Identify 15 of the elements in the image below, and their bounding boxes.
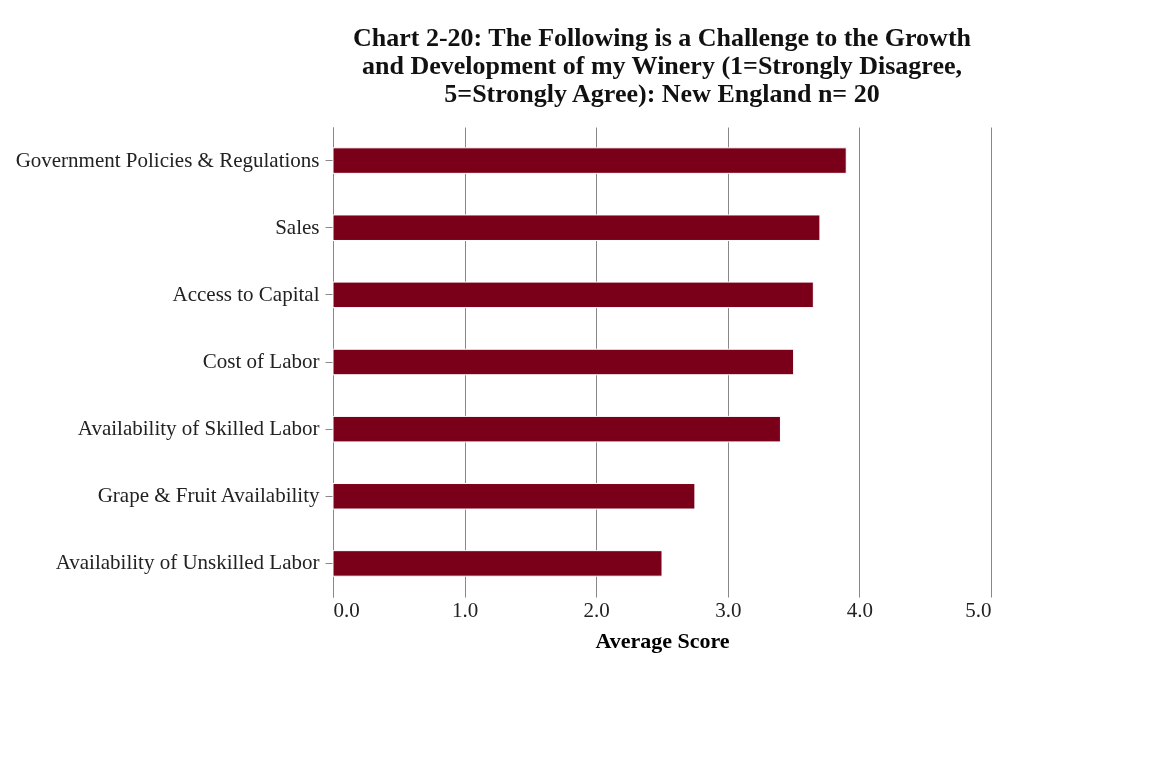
x-tick-label: 1.0 xyxy=(451,597,479,622)
x-tick-label: 4.0 xyxy=(846,597,874,622)
y-tick-label: Government Policies & Regulations xyxy=(15,147,320,172)
y-tick-label: Grape & Fruit Availability xyxy=(97,483,320,508)
chart-title: Chart 2-20: The Following is a Challenge to the Growth and Development of my Winery (1=Strongly Disagree, 5=Strongly Agree): New England n= 20 xyxy=(353,23,972,108)
y-tick-label: Availability of Unskilled Labor xyxy=(55,550,320,575)
x-axis-title: Average Score xyxy=(595,627,730,653)
x-tick-label: 0.0 xyxy=(333,597,360,622)
y-tick-label: Sales xyxy=(275,214,320,239)
y-tick-label: Availability of Skilled Labor xyxy=(77,416,320,441)
x-tick-label: 5.0 xyxy=(965,597,992,622)
x-tick-label: 3.0 xyxy=(715,597,742,622)
x-tick-label: 2.0 xyxy=(583,597,610,622)
y-tick-label: Cost of Labor xyxy=(202,349,320,373)
y-tick-label: Access to Capital xyxy=(172,281,320,306)
